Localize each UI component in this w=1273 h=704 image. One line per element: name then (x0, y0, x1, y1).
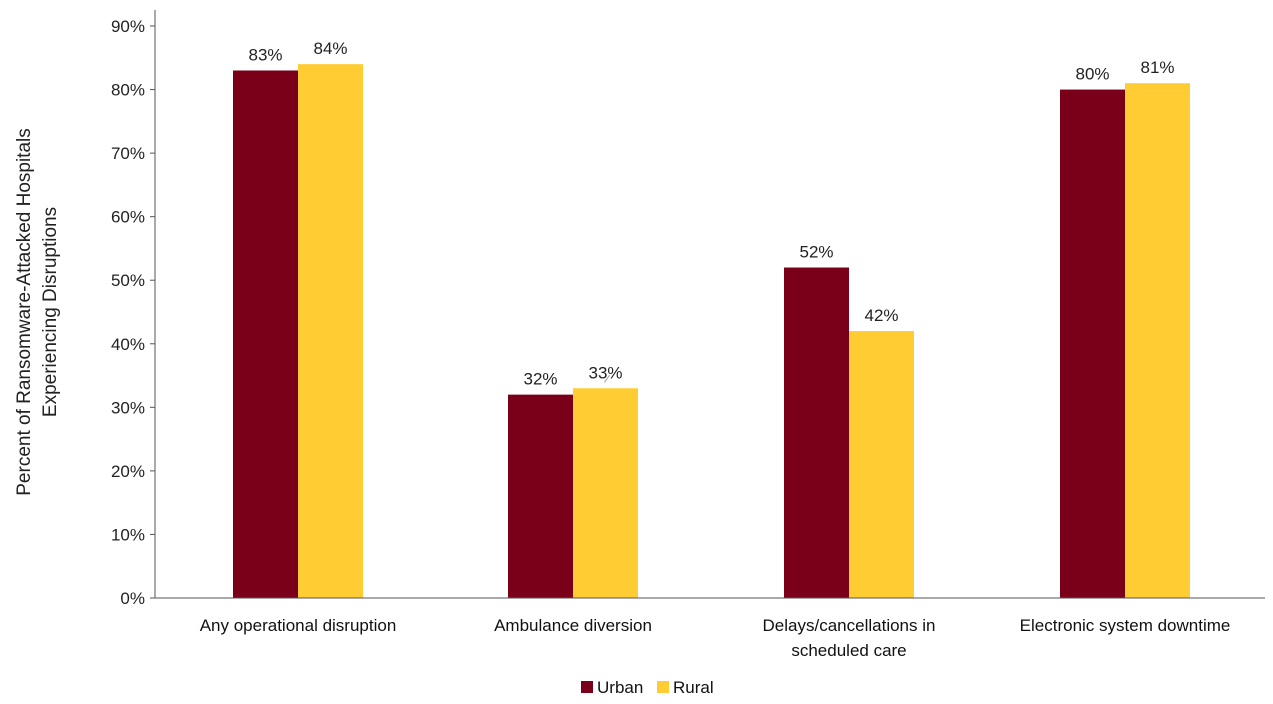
bar-rural (298, 64, 363, 599)
y-tick-label: 0% (120, 589, 145, 608)
data-label-urban: 52% (799, 243, 833, 262)
x-category-label: Ambulance diversion (494, 616, 652, 635)
bar-rural (1125, 83, 1190, 598)
data-label-rural: 42% (864, 306, 898, 325)
bar-urban (1060, 89, 1125, 599)
legend-swatch-urban (581, 681, 593, 693)
bar-rural (573, 388, 638, 598)
legend-label-urban: Urban (597, 678, 643, 697)
bar-urban (233, 70, 298, 598)
x-axis: Any operational disruption Ambulance dive… (155, 597, 1265, 660)
y-tick-label: 70% (111, 144, 145, 163)
bars (233, 64, 1190, 599)
bar-urban (784, 267, 849, 598)
y-axis-title-line-2: Experiencing Disruptions (40, 207, 61, 417)
y-tick-label: 80% (111, 81, 145, 100)
data-label-rural: 33% (588, 363, 622, 382)
y-axis-title-line-1: Percent of Ransomware-Attacked Hospitals (14, 128, 35, 496)
y-tick-label: 60% (111, 208, 145, 227)
legend-swatch-rural (657, 681, 669, 693)
legend-label-rural: Rural (673, 678, 714, 697)
y-tick-label: 90% (111, 17, 145, 36)
data-labels: 83% 32% 52% 80% 84% 33% 42% 81% (248, 39, 1174, 388)
y-tick-label: 40% (111, 335, 145, 354)
x-category-label: Delays/cancellations in (763, 616, 936, 635)
data-label-rural: 81% (1140, 58, 1174, 77)
bar-rural (849, 331, 914, 598)
data-label-urban: 32% (523, 370, 557, 389)
y-axis: 0% 10% 20% 30% 40% 50% 60% 70% 80% 90% (111, 10, 156, 608)
data-label-leader-line (604, 374, 610, 383)
y-tick-label: 10% (111, 525, 145, 544)
data-label-urban: 83% (248, 45, 282, 64)
x-category-label: Electronic system downtime (1020, 616, 1231, 635)
y-tick-label: 50% (111, 271, 145, 290)
data-label-rural: 84% (313, 39, 347, 58)
y-tick-label: 30% (111, 398, 145, 417)
x-category-label: Any operational disruption (200, 616, 397, 635)
data-label-urban: 80% (1075, 65, 1109, 84)
y-tick-label: 20% (111, 462, 145, 481)
legend: Urban Rural (581, 678, 714, 697)
bar-urban (508, 394, 573, 598)
x-category-label: scheduled care (791, 641, 906, 660)
y-axis-title: Percent of Ransomware-Attacked Hospitals… (14, 128, 61, 496)
